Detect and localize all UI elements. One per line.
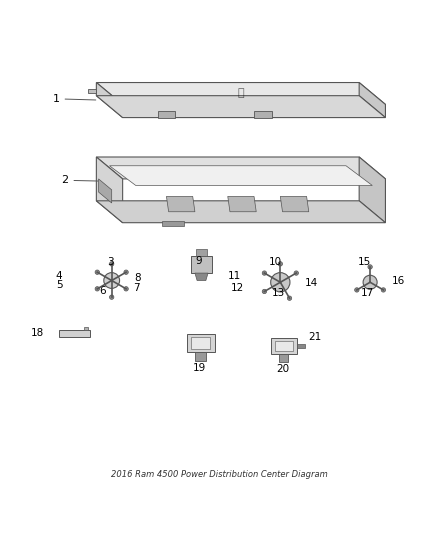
Circle shape xyxy=(368,265,372,269)
Text: 1: 1 xyxy=(53,94,96,104)
Circle shape xyxy=(287,296,292,301)
Text: 🔑: 🔑 xyxy=(237,88,244,98)
Text: 5: 5 xyxy=(56,280,63,290)
Text: 7: 7 xyxy=(133,284,140,293)
Text: 13: 13 xyxy=(272,288,285,298)
Circle shape xyxy=(363,275,377,289)
Text: 17: 17 xyxy=(360,288,374,298)
Text: 16: 16 xyxy=(392,276,405,286)
Circle shape xyxy=(95,270,99,274)
Polygon shape xyxy=(96,157,123,223)
Polygon shape xyxy=(96,96,385,118)
Text: 4: 4 xyxy=(56,271,63,281)
Circle shape xyxy=(110,295,114,300)
Polygon shape xyxy=(271,338,297,354)
Text: 10: 10 xyxy=(268,257,282,267)
Polygon shape xyxy=(162,221,184,226)
Polygon shape xyxy=(96,201,385,223)
Circle shape xyxy=(381,288,385,292)
Text: 21: 21 xyxy=(309,332,322,342)
Text: 2016 Ram 4500 Power Distribution Center Diagram: 2016 Ram 4500 Power Distribution Center … xyxy=(111,470,327,479)
Polygon shape xyxy=(196,249,207,255)
Polygon shape xyxy=(99,179,112,203)
Text: 11: 11 xyxy=(228,271,241,281)
Polygon shape xyxy=(359,157,385,223)
Text: 8: 8 xyxy=(134,273,141,284)
Polygon shape xyxy=(166,197,195,212)
Circle shape xyxy=(262,289,267,294)
Circle shape xyxy=(355,288,359,292)
Text: 6: 6 xyxy=(99,286,106,296)
Text: 12: 12 xyxy=(231,282,244,293)
Polygon shape xyxy=(275,341,293,351)
Circle shape xyxy=(110,262,114,266)
Polygon shape xyxy=(280,197,309,212)
Polygon shape xyxy=(191,255,212,273)
Polygon shape xyxy=(110,166,372,185)
Text: 18: 18 xyxy=(31,328,44,338)
Polygon shape xyxy=(279,354,288,361)
Polygon shape xyxy=(84,327,88,329)
Circle shape xyxy=(262,271,267,275)
Polygon shape xyxy=(158,111,175,118)
Text: 19: 19 xyxy=(193,363,206,373)
Polygon shape xyxy=(96,83,123,118)
Polygon shape xyxy=(59,329,90,336)
Polygon shape xyxy=(96,157,385,179)
Polygon shape xyxy=(96,83,385,104)
Polygon shape xyxy=(195,273,208,280)
Text: 15: 15 xyxy=(358,257,371,267)
Circle shape xyxy=(95,287,99,291)
Text: 3: 3 xyxy=(107,257,114,267)
Circle shape xyxy=(278,262,283,266)
Circle shape xyxy=(294,271,298,275)
Text: 2: 2 xyxy=(61,175,98,185)
Circle shape xyxy=(104,273,120,288)
Text: 20: 20 xyxy=(276,365,289,374)
Polygon shape xyxy=(297,344,305,349)
Circle shape xyxy=(124,270,128,274)
Text: 9: 9 xyxy=(195,256,202,266)
Circle shape xyxy=(271,273,290,292)
Text: 14: 14 xyxy=(304,278,318,288)
Polygon shape xyxy=(228,197,256,212)
Polygon shape xyxy=(187,334,215,352)
Polygon shape xyxy=(359,83,385,118)
Polygon shape xyxy=(195,352,206,361)
Polygon shape xyxy=(191,337,210,349)
Polygon shape xyxy=(88,89,96,93)
Polygon shape xyxy=(254,111,272,118)
Circle shape xyxy=(124,287,128,291)
